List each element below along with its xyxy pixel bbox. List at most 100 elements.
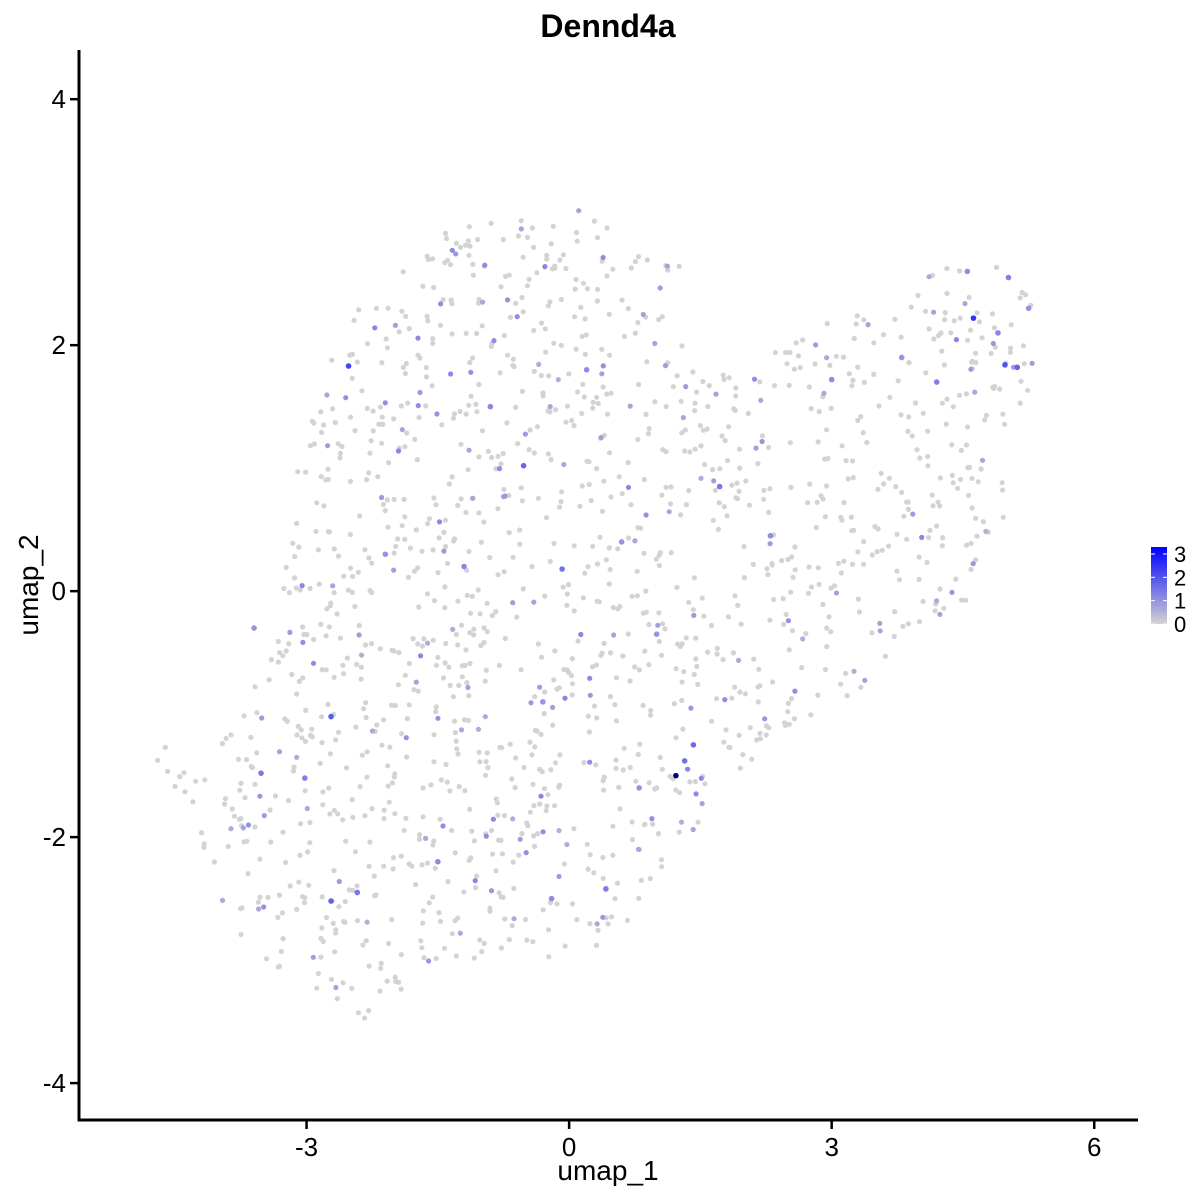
- expressed-cell-point: [964, 268, 971, 275]
- cell-point: [358, 664, 364, 670]
- cell-point: [957, 268, 963, 274]
- cell-point: [587, 692, 593, 698]
- cell-point: [578, 304, 584, 310]
- cell-point: [900, 623, 906, 629]
- cell-point: [424, 860, 431, 866]
- cell-point: [463, 411, 469, 417]
- cell-point: [362, 547, 368, 553]
- cell-point: [925, 428, 931, 434]
- cell-point: [418, 653, 424, 659]
- cell-point: [416, 604, 422, 610]
- cell-point: [771, 383, 778, 389]
- cell-point: [430, 336, 436, 342]
- cell-point: [459, 622, 465, 628]
- cell-point: [608, 390, 614, 396]
- cell-point: [286, 590, 293, 596]
- cell-point: [565, 582, 572, 588]
- cell-point: [576, 208, 582, 214]
- cell-point: [851, 668, 857, 674]
- cell-point: [898, 412, 904, 418]
- cell-point: [861, 539, 867, 545]
- cell-point: [599, 371, 605, 377]
- cell-point: [943, 421, 949, 427]
- cell-point: [547, 404, 553, 410]
- cell-point: [172, 783, 178, 789]
- cell-point: [561, 861, 568, 867]
- cell-point: [406, 861, 412, 867]
- cell-point: [675, 641, 681, 647]
- cell-point: [534, 424, 541, 430]
- cell-point: [646, 780, 652, 786]
- cell-point: [939, 348, 945, 354]
- cell-point: [276, 749, 283, 755]
- cell-point: [349, 985, 355, 991]
- cell-point: [476, 749, 482, 755]
- cell-point: [550, 223, 556, 229]
- cell-point: [337, 635, 344, 641]
- cell-point: [740, 752, 746, 758]
- cell-point: [435, 570, 441, 576]
- cell-point: [584, 841, 590, 847]
- cell-point: [566, 371, 572, 377]
- cell-point: [331, 868, 337, 874]
- cell-point: [968, 540, 974, 547]
- cell-point: [726, 424, 732, 430]
- cell-point: [381, 863, 387, 869]
- cell-point: [723, 727, 729, 733]
- cell-point: [501, 486, 507, 493]
- cell-point: [824, 625, 830, 631]
- cell-point: [495, 453, 501, 459]
- y-axis-ticks: -4 -2 0 2 4: [43, 84, 79, 1098]
- cell-point: [942, 317, 948, 323]
- cell-point: [635, 436, 641, 443]
- cell-point: [759, 433, 766, 439]
- cell-point: [225, 843, 231, 850]
- cell-point: [564, 602, 570, 608]
- cell-point: [295, 469, 301, 475]
- cell-point: [835, 560, 842, 567]
- cell-point: [502, 635, 508, 642]
- cell-point: [453, 240, 459, 246]
- cell-point: [309, 418, 315, 424]
- cell-point: [605, 411, 611, 417]
- cell-point: [757, 379, 763, 385]
- cell-point: [517, 541, 523, 547]
- cell-point: [453, 953, 459, 959]
- cell-point: [755, 684, 761, 690]
- cell-point: [780, 596, 786, 602]
- cell-point: [356, 622, 362, 629]
- cell-point: [665, 267, 671, 273]
- cell-point: [929, 492, 935, 498]
- cell-point: [949, 442, 955, 448]
- cell-point: [181, 770, 187, 776]
- cell-point: [281, 585, 287, 592]
- cell-point: [306, 882, 312, 888]
- cell-point: [972, 389, 978, 395]
- cell-point: [542, 689, 548, 695]
- cell-point: [450, 415, 457, 421]
- cell-point: [484, 750, 490, 756]
- cell-point: [969, 475, 975, 481]
- cell-point: [336, 904, 342, 910]
- cell-point: [352, 603, 358, 610]
- cell-point: [612, 702, 618, 708]
- cell-point: [339, 443, 345, 450]
- cell-point: [792, 567, 798, 573]
- cell-point: [538, 320, 545, 326]
- cell-point: [581, 394, 587, 400]
- cell-point: [354, 359, 360, 365]
- cell-point: [607, 693, 614, 700]
- cell-point: [590, 543, 596, 549]
- cell-point: [656, 562, 662, 569]
- cell-point: [335, 553, 342, 559]
- cell-point: [177, 774, 183, 780]
- cell-point: [390, 855, 397, 861]
- cell-point: [552, 760, 559, 766]
- cell-point: [979, 335, 985, 341]
- cell-point: [627, 403, 633, 409]
- cell-point: [685, 766, 691, 772]
- cell-point: [449, 474, 455, 480]
- cell-point: [399, 427, 405, 433]
- cell-point: [973, 515, 979, 521]
- cell-point: [425, 521, 431, 527]
